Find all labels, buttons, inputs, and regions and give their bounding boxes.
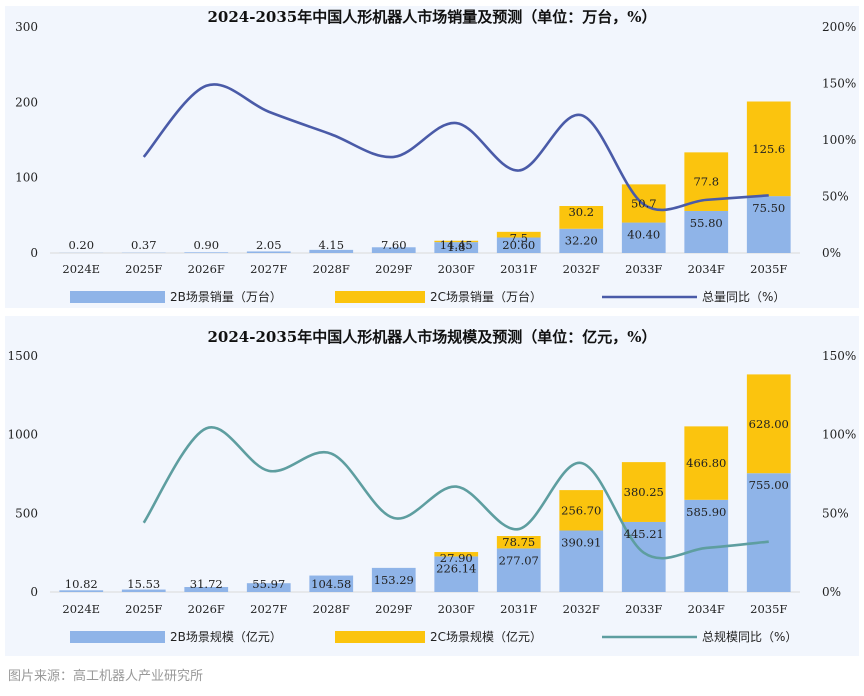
legend-label-2c: 2C场景销量（万台） [430, 289, 542, 304]
legend-label-2c: 2C场景规模（亿元） [430, 629, 542, 644]
source-caption: 图片来源：高工机器人产业研究所 [8, 668, 203, 684]
bar-2c-value-label: 256.70 [561, 503, 601, 517]
bar-2b-value-label: 75.50 [752, 201, 785, 215]
legend-swatch-2b [70, 631, 165, 643]
legend-swatch-2c [335, 291, 425, 303]
bar-2b-value-label: 104.58 [311, 577, 351, 591]
bar-2b-value-label: 277.07 [499, 553, 539, 567]
bar-2b-value-label: 445.21 [624, 527, 664, 541]
bar-2b-value-label: 585.90 [686, 505, 726, 519]
y-tick-label: 100 [15, 171, 38, 185]
legend-swatch-2c [335, 631, 425, 643]
bar-2b-value-label: 0.20 [68, 238, 94, 252]
x-tick-label: 2031F [500, 262, 537, 276]
x-tick-label: 2025F [125, 262, 162, 276]
y2-tick-label: 100% [822, 133, 856, 147]
bar-2b-value-label: 2.05 [256, 238, 282, 252]
bar-2b-value-label: 0.90 [193, 238, 219, 252]
x-tick-label: 2030F [438, 602, 475, 616]
bar-2b-value-label: 755.00 [749, 478, 789, 492]
x-tick-label: 2029F [375, 602, 412, 616]
y2-tick-label: 150% [822, 349, 856, 363]
bar-2c-value-label: 125.6 [752, 142, 785, 156]
legend-label-line: 总规模同比（%） [702, 629, 797, 644]
bar-2b-value-label: 40.40 [627, 228, 660, 242]
y-tick-label: 0 [30, 246, 38, 260]
y-tick-label: 200 [15, 95, 38, 109]
bar-2b [184, 252, 228, 253]
x-tick-label: 2029F [375, 262, 412, 276]
bar-2b-value-label: 31.72 [190, 577, 223, 591]
bar-2b-value-label: 390.91 [561, 535, 601, 549]
bar-2c-value-label: 30.2 [568, 205, 594, 219]
x-tick-label: 2030F [438, 262, 475, 276]
x-tick-label: 2028F [313, 602, 350, 616]
y-tick-label: 1000 [7, 428, 38, 442]
bar-2b-value-label: 0.37 [131, 238, 157, 252]
bar-2c-value-label: 628.00 [749, 417, 789, 431]
bar-2b-value-label: 55.80 [690, 216, 723, 230]
x-tick-label: 2025F [125, 602, 162, 616]
x-tick-label: 2026F [188, 262, 225, 276]
x-tick-label: 2027F [250, 602, 287, 616]
x-tick-label: 2026F [188, 602, 225, 616]
y-tick-label: 500 [15, 506, 38, 520]
chart-title: 2024-2035年中国人形机器人市场规模及预测（单位：亿元，%） [208, 328, 657, 346]
y2-tick-label: 150% [822, 77, 856, 91]
bar-2c-value-label: 27.90 [440, 551, 473, 565]
x-tick-label: 2032F [563, 602, 600, 616]
legend-swatch-2b [70, 291, 165, 303]
y-tick-label: 0 [30, 585, 38, 599]
legend-label-line: 总量同比（%） [702, 290, 785, 304]
chart-title: 2024-2035年中国人形机器人市场销量及预测（单位：万台，%） [208, 8, 657, 26]
x-tick-label: 2024E [62, 262, 100, 276]
x-tick-label: 2034F [688, 602, 725, 616]
x-tick-label: 2032F [563, 262, 600, 276]
x-tick-label: 2035F [750, 262, 787, 276]
bar-2c-value-label: 380.25 [624, 485, 664, 499]
y2-tick-label: 200% [822, 20, 856, 34]
y-tick-label: 1500 [7, 349, 38, 363]
x-tick-label: 2031F [500, 602, 537, 616]
y2-tick-label: 0% [822, 246, 841, 260]
bar-2b-value-label: 153.29 [374, 573, 414, 587]
x-tick-label: 2024E [62, 602, 100, 616]
y2-tick-label: 50% [822, 506, 849, 520]
bar-2b-value-label: 4.15 [318, 238, 344, 252]
y2-tick-label: 0% [822, 585, 841, 599]
bar-2b-value-label: 55.97 [252, 577, 285, 591]
bar-2c-value-label: 50.7 [631, 196, 657, 210]
x-tick-label: 2033F [625, 262, 662, 276]
x-tick-label: 2033F [625, 602, 662, 616]
x-tick-label: 2028F [313, 262, 350, 276]
y2-tick-label: 100% [822, 428, 856, 442]
bar-2c-value-label: 7.5 [510, 231, 528, 245]
x-tick-label: 2035F [750, 602, 787, 616]
bar-2c-value-label: 1.8 [447, 240, 465, 254]
legend-label-2b: 2B场景规模（亿元） [170, 629, 282, 644]
legend-label-2b: 2B场景销量（万台） [170, 289, 282, 304]
x-tick-label: 2034F [688, 262, 725, 276]
bar-2c-value-label: 466.80 [686, 456, 726, 470]
bar-2c-value-label: 77.8 [693, 175, 719, 189]
y-tick-label: 300 [15, 20, 38, 34]
bar-2c-value-label: 78.75 [502, 535, 535, 549]
bar-2b-value-label: 15.53 [127, 577, 160, 591]
bar-2b-value-label: 7.60 [381, 238, 407, 252]
bar-2b-value-label: 10.82 [65, 577, 98, 591]
y2-tick-label: 50% [822, 190, 849, 204]
x-tick-label: 2027F [250, 262, 287, 276]
bar-2b-value-label: 32.20 [565, 234, 598, 248]
